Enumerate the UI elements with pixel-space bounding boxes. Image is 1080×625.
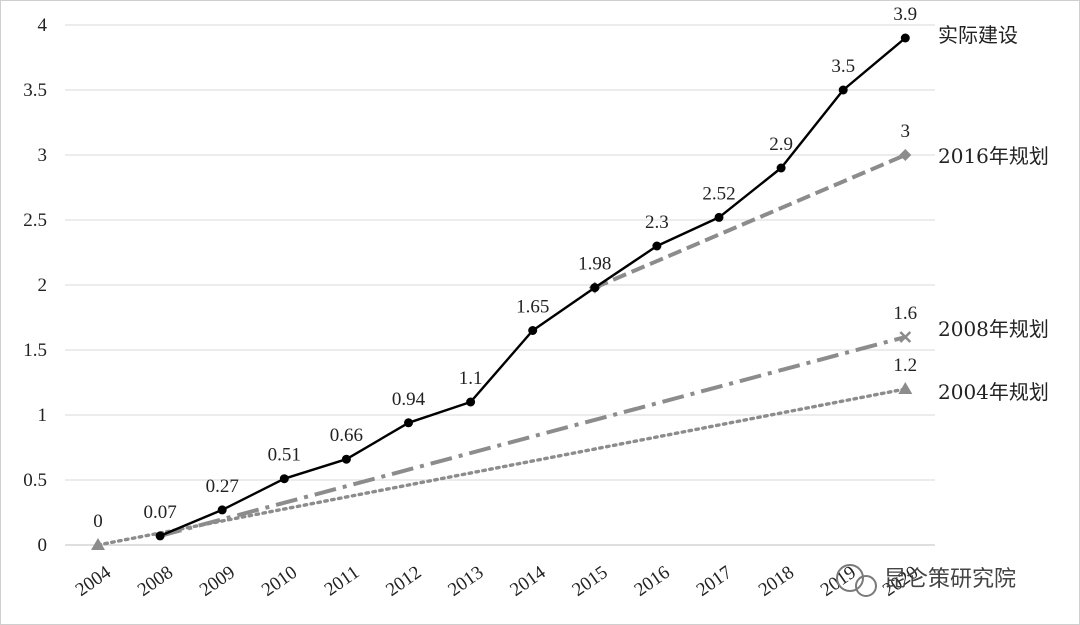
data-label: 0.51 xyxy=(268,445,301,466)
wechat-icon xyxy=(836,564,864,592)
x-tick-label: 2015 xyxy=(568,562,611,601)
x-tick-label: 2009 xyxy=(196,562,239,601)
data-point xyxy=(899,149,912,161)
x-tick-label: 2014 xyxy=(506,562,550,601)
data-label: 1.98 xyxy=(578,254,611,275)
data-label: 2.52 xyxy=(702,183,735,204)
x-tick-label: 2011 xyxy=(321,562,364,601)
series-name-label: 2016年规划 xyxy=(938,144,1049,168)
data-label: 0 xyxy=(93,511,103,532)
data-point xyxy=(652,241,662,251)
series-line xyxy=(159,335,906,538)
data-point xyxy=(714,212,724,222)
y-tick-label: 3 xyxy=(38,145,48,166)
data-label: 1.65 xyxy=(516,297,549,318)
series-name-label: 实际建设 xyxy=(938,23,1018,47)
x-tick-label: 2010 xyxy=(258,562,301,601)
y-tick-label: 2 xyxy=(38,275,48,296)
series-name-label: 2008年规划 xyxy=(938,317,1049,341)
data-point xyxy=(217,505,227,515)
y-tick-label: 1 xyxy=(38,405,48,426)
series-line xyxy=(96,387,907,547)
data-point xyxy=(528,326,538,335)
x-tick-label: 2017 xyxy=(693,562,736,601)
data-label: 0.94 xyxy=(392,389,426,410)
data-point xyxy=(590,283,600,293)
series-name-label: 2004年规划 xyxy=(938,380,1049,404)
data-label: 3.9 xyxy=(893,4,917,25)
y-tick-label: 3.5 xyxy=(23,80,47,101)
x-tick-label: 2018 xyxy=(755,562,798,601)
watermark-text: 昆仑策研究院 xyxy=(884,567,1016,592)
y-tick-label: 0 xyxy=(38,535,48,556)
data-point xyxy=(776,163,786,173)
x-tick-label: 2016 xyxy=(631,562,674,601)
y-tick-label: 1.5 xyxy=(23,340,47,361)
data-label: 2.9 xyxy=(769,134,793,155)
data-point xyxy=(404,418,413,428)
y-tick-label: 4 xyxy=(38,15,48,36)
data-point xyxy=(91,538,105,550)
x-tick-label: 2004 xyxy=(72,562,116,601)
x-tick-label: 2008 xyxy=(134,562,177,601)
data-label: 3.5 xyxy=(831,56,855,77)
wechat-icon-secondary xyxy=(855,575,877,597)
data-point xyxy=(279,474,289,484)
y-tick-label: 2.5 xyxy=(23,210,47,231)
data-point xyxy=(899,331,912,343)
x-tick-label: 2012 xyxy=(382,562,425,601)
data-point xyxy=(900,33,910,43)
data-label: 0.27 xyxy=(206,476,239,497)
y-tick-label: 0.5 xyxy=(23,470,47,491)
data-point xyxy=(466,397,476,407)
data-label: 0.66 xyxy=(330,425,363,446)
data-point xyxy=(341,454,351,464)
data-label: 1.1 xyxy=(459,368,483,389)
x-tick-label: 2013 xyxy=(444,562,487,601)
series-line xyxy=(594,153,907,290)
data-point xyxy=(155,531,165,541)
data-label: 3 xyxy=(901,121,911,142)
watermark: 昆仑策研究院 xyxy=(836,564,1016,597)
data-point xyxy=(838,85,848,95)
data-label: 1.6 xyxy=(893,303,917,324)
data-label: 2.3 xyxy=(645,212,669,233)
data-label: 1.2 xyxy=(893,355,917,376)
data-point xyxy=(898,382,913,394)
data-label: 0.07 xyxy=(143,502,176,523)
